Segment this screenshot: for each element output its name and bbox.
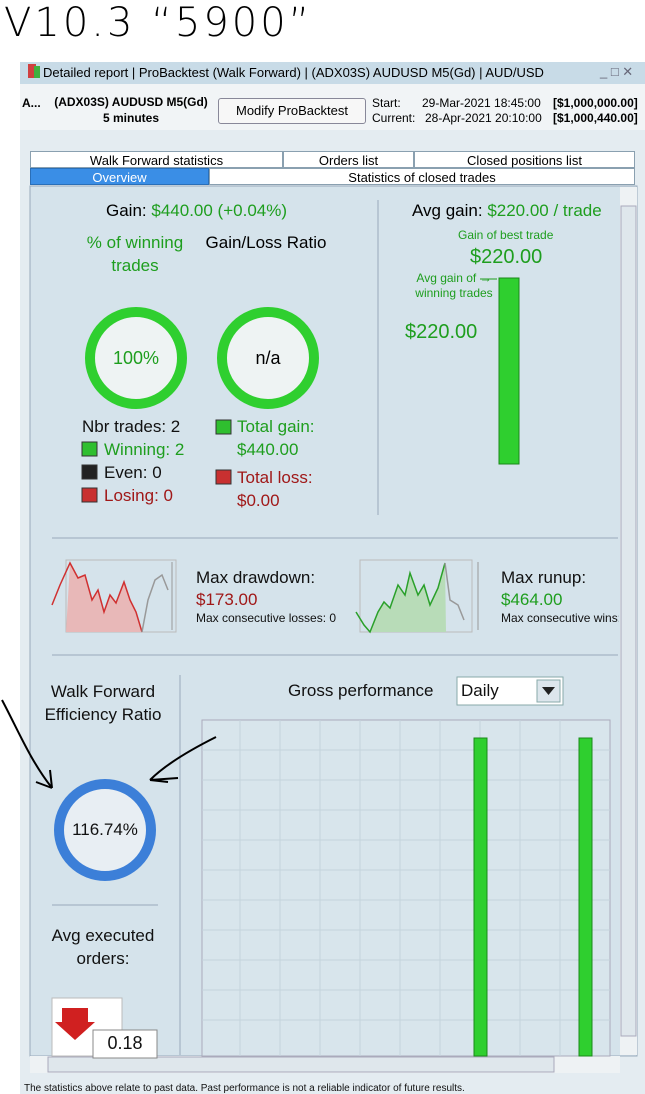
efficiency-value: 116.74%	[72, 820, 138, 839]
drawdown-line-rest	[141, 573, 169, 633]
runup-value: $464.00	[501, 590, 563, 609]
runup-line	[355, 562, 446, 634]
legend-square	[215, 419, 232, 435]
gain-line: Gain: $440.00 (+0.04%)	[106, 201, 287, 221]
best-trade-value: $220.00	[470, 246, 543, 268]
losing-trades: Losing: 0	[104, 486, 173, 505]
winning-value: 100%	[112, 348, 160, 368]
legend-square	[81, 464, 98, 480]
start-capital: [$1,000,000.00]	[553, 96, 638, 110]
note: “5900”	[151, 0, 313, 46]
tab[interactable]: Walk Forward statistics	[30, 151, 283, 168]
instrument: (ADX03S) AUDUSD M5(Gd)	[54, 95, 208, 109]
nbr-trades: Nbr trades: 2	[82, 417, 181, 436]
current-capital: [$1,000,440.00]	[553, 111, 638, 125]
down-arrow	[55, 1008, 95, 1040]
h-scroll-thumb[interactable]	[47, 1056, 555, 1073]
orders-value: 0.18	[107, 1033, 143, 1053]
hand-arrow	[149, 736, 217, 783]
winning-gauge	[85, 307, 187, 409]
app-icon	[28, 64, 36, 78]
perf-bar	[578, 737, 593, 1057]
window-title: Detailed report | ProBacktest (Walk Forw…	[43, 65, 544, 80]
tab[interactable]: Statistics of closed trades	[209, 168, 635, 185]
current-date: 28-Apr-2021 20:10:00	[425, 111, 542, 125]
runup-label: Max runup:	[501, 568, 587, 587]
runup-area	[370, 563, 446, 632]
hand-arrow	[1, 699, 53, 789]
avg-gain-value: $220.00 / trade	[487, 201, 602, 220]
consecutive-losses: Max consecutive losses: 0	[196, 611, 337, 625]
avg-gain-line: Avg gain: $220.00 / trade	[412, 201, 620, 221]
gain-value: $440.00 (+0.04%)	[151, 201, 288, 220]
total-loss-label: Total loss:	[237, 468, 313, 487]
perf-chart	[201, 719, 611, 1057]
avg-winning-label: Avg gain of → winning trades	[415, 271, 493, 300]
version: V10.3	[4, 0, 136, 46]
period-value[interactable]: Daily	[461, 681, 499, 700]
winning-label: % of winning trades	[86, 233, 184, 275]
ratio-gauge	[217, 307, 319, 409]
header-truncated: A...	[22, 96, 41, 110]
drawdown-label: Max drawdown:	[196, 568, 316, 587]
legend-square	[81, 441, 98, 457]
timeframe: 5 minutes	[102, 111, 159, 125]
even-trades: Even: 0	[104, 463, 162, 482]
app-icon	[34, 66, 40, 78]
dropdown-arrow	[542, 687, 555, 695]
ratio-label: Gain/Loss Ratio	[205, 233, 327, 252]
tab[interactable]: Closed positions list	[414, 151, 635, 168]
drawdown-line	[51, 561, 143, 633]
modify-button[interactable]: Modify ProBacktest	[218, 98, 366, 124]
v-scroll-thumb[interactable]	[620, 205, 637, 1037]
orders-label: Avg executed orders:	[51, 926, 155, 968]
perf-bar	[473, 737, 488, 1057]
total-gain-label: Total gain:	[237, 417, 315, 436]
best-trade-label: Gain of best trade	[458, 228, 554, 242]
handwritten-note: V10.3 “5900”	[4, 0, 312, 46]
disclaimer: The statistics above relate to past data…	[24, 1083, 465, 1094]
winning-trades: Winning: 2	[104, 440, 185, 459]
gain-label: Gain:	[106, 201, 147, 220]
current-label: Current:	[372, 111, 416, 125]
total-loss-value: $0.00	[237, 491, 280, 510]
efficiency-gauge	[54, 779, 156, 881]
grid	[202, 720, 610, 1056]
title-bar	[20, 62, 645, 84]
total-gain-value: $440.00	[237, 440, 299, 459]
ratio-value: n/a	[255, 348, 281, 368]
start-label: Start:	[372, 96, 401, 110]
drawdown-area	[66, 563, 142, 632]
runup-line-rest	[444, 562, 465, 621]
legend-square	[215, 469, 232, 485]
avg-gain-bar	[498, 277, 520, 465]
start-date: 29-Mar-2021 18:45:00	[422, 96, 541, 110]
tab[interactable]: Orders list	[283, 151, 414, 168]
performance-label: Gross performance	[288, 681, 434, 700]
avg-winning-value: $220.00	[405, 321, 478, 343]
value-box	[92, 1029, 158, 1059]
window-controls[interactable]: _ □ ✕	[600, 64, 634, 79]
drawdown-value: $173.00	[196, 590, 258, 609]
avg-gain-label: Avg gain:	[412, 201, 483, 220]
legend-square	[81, 487, 98, 503]
efficiency-label: Walk Forward Efficiency Ratio	[44, 682, 162, 724]
consecutive-wins: Max consecutive wins: 2	[501, 611, 619, 625]
tab-active[interactable]: Overview	[30, 168, 209, 185]
